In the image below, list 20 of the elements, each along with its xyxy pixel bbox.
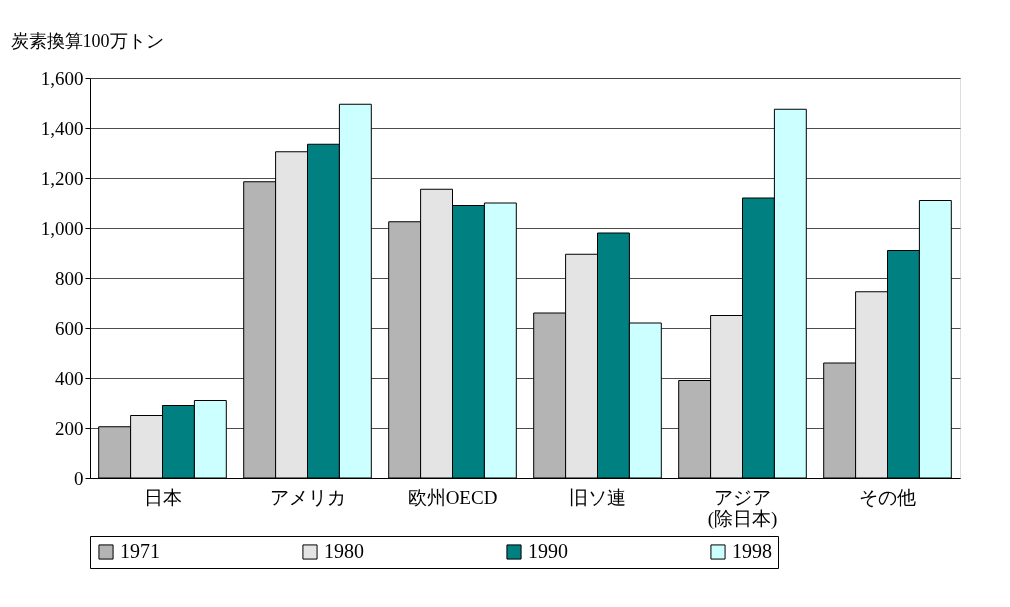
y-tick-label: 1,000 [40, 217, 84, 239]
legend-label: 1998 [732, 540, 772, 562]
y-tick-label: 1,400 [40, 117, 84, 139]
y-tick-label: 400 [55, 367, 84, 389]
x-tick-label: 日本 [143, 486, 182, 508]
x-tick-label: アメリカ [269, 486, 346, 508]
x-tick-label: 旧ソ連 [569, 486, 626, 508]
y-tick-label: 0 [74, 467, 84, 489]
x-tick-label: その他 [859, 486, 916, 508]
y-tick-label: 600 [55, 317, 84, 339]
legend-label: 1971 [120, 540, 160, 562]
x-tick-label: 欧州OECD [407, 486, 498, 508]
y-tick-label: 1,200 [40, 167, 84, 189]
legend-label: 1980 [324, 540, 364, 562]
y-axis-title: 炭素換算100万トン [10, 30, 164, 51]
y-tick-label: 1,600 [40, 67, 84, 89]
legend-label: 1990 [528, 540, 568, 562]
y-tick-label: 200 [55, 417, 84, 439]
y-tick-label: 800 [55, 267, 84, 289]
x-tick-label: アジア (除日本) [707, 486, 778, 530]
